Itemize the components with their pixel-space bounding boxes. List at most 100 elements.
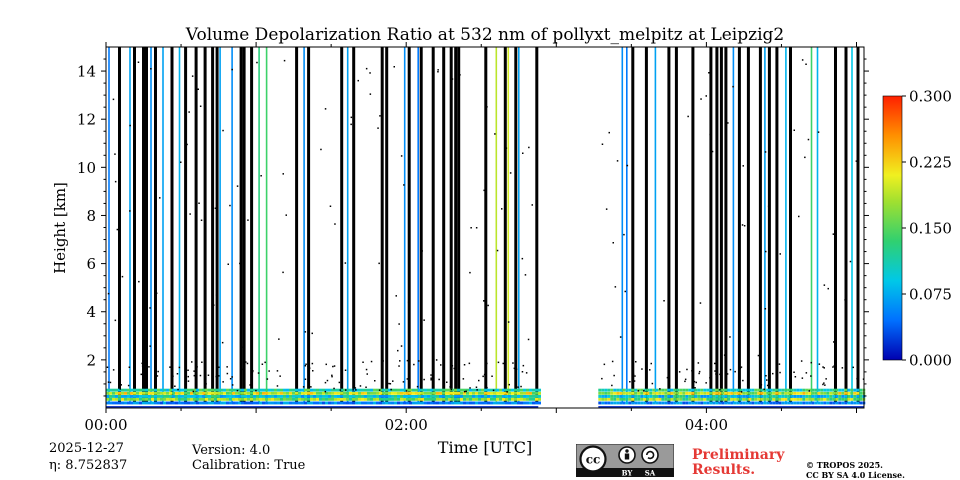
surface-cell (358, 395, 361, 398)
surface-cell (382, 397, 385, 401)
surface-cell (157, 397, 160, 401)
surface-cell (142, 388, 145, 392)
surface-cell (460, 395, 463, 398)
surface-cell (364, 388, 367, 392)
noise-point (324, 390, 327, 393)
surface-cell (367, 395, 370, 398)
surface-cell (214, 391, 217, 395)
surface-cell (130, 395, 133, 398)
surface-cell (721, 388, 725, 392)
surface-cell (538, 397, 541, 401)
noise-point (476, 389, 478, 391)
surface-cell (736, 391, 740, 395)
surface-cell (109, 388, 112, 392)
surface-cell (751, 391, 755, 395)
noise-point (257, 372, 260, 374)
surface-cell (826, 395, 830, 398)
surface-cell (715, 395, 719, 398)
surface-cell (424, 401, 427, 405)
surface-cell (223, 401, 226, 405)
surface-cell (166, 388, 169, 392)
surface-cell (163, 395, 166, 398)
surface-cell (625, 401, 629, 405)
surface-cell (754, 395, 758, 398)
noise-point (462, 378, 465, 380)
surface-cell (265, 401, 268, 405)
surface-cell (469, 395, 472, 398)
surface-cell (718, 397, 722, 401)
surface-cell (610, 391, 614, 395)
surface-cell (700, 395, 704, 398)
noise-point (279, 375, 281, 377)
surface-cell (385, 391, 388, 395)
noise-point (501, 208, 503, 210)
surface-cell (832, 395, 836, 398)
surface-cell (253, 397, 256, 401)
surface-cell (442, 401, 445, 405)
noise-point (700, 98, 702, 100)
surface-cell (769, 401, 773, 405)
surface-cell (766, 391, 770, 395)
surface-cell (229, 397, 232, 401)
noise-point (804, 156, 806, 159)
noise-point (430, 374, 432, 376)
noise-point (252, 370, 254, 372)
surface-cell (478, 388, 481, 392)
noise-point (697, 362, 700, 364)
surface-cell (727, 397, 731, 401)
profile-stripes (108, 47, 860, 403)
noise-point (614, 286, 617, 288)
noise-point (177, 388, 179, 391)
surface-cell (658, 395, 662, 398)
surface-cell (607, 395, 611, 398)
surface-cell (748, 395, 752, 398)
noise-point (333, 387, 335, 390)
surface-cell (502, 401, 505, 405)
surface-cell (433, 397, 436, 401)
noise-point (381, 127, 384, 129)
surface-cell (523, 401, 526, 405)
profile-stripe (307, 47, 311, 403)
surface-cell (352, 401, 355, 405)
surface-cell (832, 397, 836, 401)
noise-point (264, 361, 266, 364)
surface-cell (370, 388, 373, 392)
surface-cell (253, 388, 256, 392)
noise-point (251, 370, 254, 373)
noise-point (483, 189, 485, 192)
noise-point (483, 373, 486, 376)
surface-cell (424, 397, 427, 401)
profile-stripe (239, 47, 243, 403)
noise-point (432, 375, 434, 377)
surface-cell (685, 388, 689, 392)
surface-cell (343, 397, 346, 401)
surface-cell (838, 401, 842, 405)
surface-cell (337, 397, 340, 401)
surface-cell (844, 395, 848, 398)
surface-cell (247, 391, 250, 395)
surface-cell (757, 395, 761, 398)
noise-point (216, 242, 218, 244)
noise-point (241, 368, 243, 371)
surface-cell (790, 388, 794, 392)
noise-point (698, 370, 701, 373)
noise-point (807, 138, 810, 141)
noise-point (801, 377, 804, 379)
surface-cell (652, 388, 656, 392)
noise-point (740, 366, 743, 368)
surface-cell (259, 388, 262, 392)
surface-cell (121, 401, 124, 405)
noise-point (359, 385, 362, 387)
surface-cell (361, 401, 364, 405)
noise-point (832, 233, 835, 235)
noise-point (260, 175, 262, 177)
surface-cell (403, 395, 406, 398)
surface-cell (361, 391, 364, 395)
surface-cell (706, 401, 710, 405)
noise-point (726, 373, 729, 375)
surface-cell (193, 395, 196, 398)
surface-cell (844, 401, 848, 405)
surface-cell (388, 391, 391, 395)
surface-cell (310, 401, 313, 405)
